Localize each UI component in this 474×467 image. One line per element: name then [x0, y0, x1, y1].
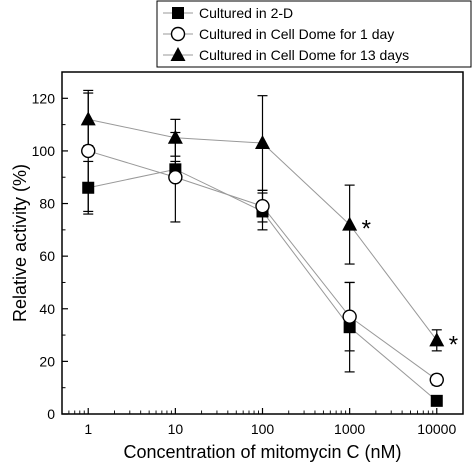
y-axis-title: Relative activity (%)	[10, 164, 30, 322]
data-point	[342, 216, 358, 231]
y-tick-label: 0	[47, 406, 55, 422]
x-tick-label: 10	[168, 421, 184, 437]
legend-item: Cultured in 2-D	[163, 5, 293, 21]
data-point	[343, 321, 356, 334]
significance-asterisk: *	[449, 331, 458, 358]
legend-label: Cultured in Cell Dome for 1 day	[199, 26, 394, 42]
legend-label: Cultured in Cell Dome for 13 days	[199, 47, 409, 63]
data-point	[429, 332, 445, 347]
y-tick-label: 120	[32, 90, 56, 106]
y-tick-label: 40	[39, 301, 55, 317]
legend-box	[156, 0, 472, 68]
data-point	[82, 181, 95, 194]
annotations: **	[362, 216, 458, 359]
data-point	[255, 135, 270, 150]
x-tick-label: 1	[84, 421, 92, 437]
y-tick-label: 100	[32, 143, 56, 159]
legend-marker	[170, 47, 186, 61]
x-tick-label: 100	[251, 421, 275, 437]
y-tick-label: 20	[39, 353, 55, 369]
legend-item: Cultured in Cell Dome for 13 days	[163, 47, 409, 63]
x-axis-title: Concentration of mitomycin C (nM)	[123, 442, 401, 462]
legend-marker	[170, 26, 186, 42]
x-tick-label: 10000	[417, 421, 456, 437]
data-point	[168, 170, 183, 185]
data-point	[430, 394, 443, 407]
data-point	[342, 309, 357, 324]
data-point	[81, 143, 96, 159]
x-tick-label: 1000	[334, 421, 365, 437]
y-tick-label: 80	[39, 196, 55, 212]
y-tick-label: 60	[39, 248, 55, 264]
data-point	[255, 198, 270, 214]
legend: Cultured in 2-D Cultured in Cell Dome for…	[156, 0, 472, 68]
data-markers	[80, 111, 445, 407]
legend-label: Cultured in 2-D	[199, 5, 293, 21]
significance-asterisk: *	[362, 216, 371, 243]
legend-item: Cultured in Cell Dome for 1 day	[163, 26, 394, 42]
legend-marker	[172, 7, 184, 19]
data-point	[429, 372, 444, 387]
data-point	[80, 111, 96, 126]
data-point	[167, 129, 183, 144]
